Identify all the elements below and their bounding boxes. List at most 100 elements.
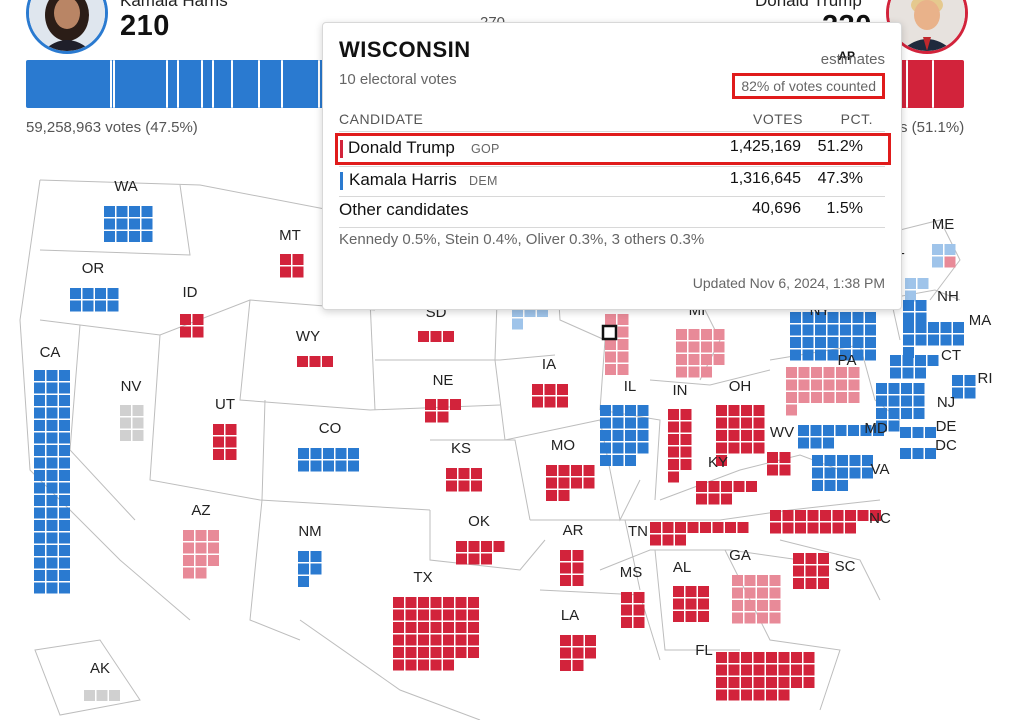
state-blocks-fl[interactable] — [716, 652, 815, 701]
state-label-ms[interactable]: MS — [619, 564, 643, 581]
state-border — [239, 299, 501, 411]
state-label-pa[interactable]: PA — [837, 352, 857, 369]
ev-block — [676, 354, 687, 365]
state-blocks-mo[interactable] — [546, 465, 595, 501]
state-blocks-id[interactable] — [180, 314, 204, 338]
state-blocks-sd[interactable] — [418, 331, 454, 342]
state-label-or[interactable]: OR — [81, 260, 105, 277]
state-label-nh[interactable]: NH — [937, 288, 959, 305]
state-blocks-wv[interactable] — [767, 452, 791, 476]
state-blocks-tn[interactable] — [650, 522, 749, 546]
state-blocks-de[interactable] — [900, 427, 936, 438]
state-label-il[interactable]: IL — [623, 378, 637, 395]
state-label-id[interactable]: ID — [182, 284, 198, 301]
state-blocks-mt[interactable] — [280, 254, 304, 278]
state-label-me[interactable]: ME — [931, 216, 955, 233]
state-label-nc[interactable]: NC — [869, 510, 891, 527]
state-label-ga[interactable]: GA — [729, 547, 751, 564]
ev-block — [183, 542, 194, 554]
state-label-de[interactable]: DE — [935, 418, 957, 435]
state-blocks-ct[interactable] — [890, 355, 939, 379]
state-blocks-pa[interactable] — [786, 367, 860, 416]
state-blocks-ky[interactable] — [696, 481, 757, 505]
state-blocks-ar[interactable] — [560, 550, 584, 586]
state-label-mt[interactable]: MT — [279, 227, 301, 244]
state-blocks-in[interactable] — [668, 409, 692, 483]
state-blocks-ok[interactable] — [456, 541, 505, 565]
state-blocks-ga[interactable] — [732, 575, 781, 624]
state-blocks-la[interactable] — [560, 635, 596, 671]
state-blocks-ks[interactable] — [446, 468, 482, 492]
state-blocks-or[interactable] — [70, 288, 119, 312]
state-label-sc[interactable]: SC — [834, 558, 856, 575]
state-label-wv[interactable]: WV — [769, 424, 795, 441]
state-blocks-nc[interactable] — [770, 510, 881, 534]
state-blocks-il[interactable] — [600, 405, 649, 466]
candidate-row-others[interactable]: Other candidates 40,696 1.5% — [335, 195, 891, 227]
state-label-fl[interactable]: FL — [695, 642, 713, 659]
state-blocks-nh[interactable] — [903, 300, 927, 324]
state-label-la[interactable]: LA — [560, 607, 580, 624]
state-label-nj[interactable]: NJ — [936, 394, 956, 411]
state-label-dc[interactable]: DC — [935, 437, 957, 454]
state-blocks-sc[interactable] — [793, 553, 829, 589]
state-label-ma[interactable]: MA — [968, 312, 992, 329]
state-blocks-md[interactable] — [798, 425, 884, 449]
state-blocks-va[interactable] — [812, 455, 873, 491]
state-blocks-nm[interactable] — [298, 551, 322, 587]
state-blocks-vt[interactable] — [905, 278, 929, 302]
state-blocks-co[interactable] — [298, 448, 359, 472]
state-label-md[interactable]: MD — [864, 420, 888, 437]
state-label-oh[interactable]: OH — [728, 378, 752, 395]
state-blocks-tx[interactable] — [393, 597, 479, 671]
state-blocks-az[interactable] — [183, 530, 219, 579]
state-label-ia[interactable]: IA — [541, 356, 557, 373]
state-label-ak[interactable]: AK — [89, 660, 111, 677]
state-label-wy[interactable]: WY — [295, 328, 321, 345]
ev-block — [860, 425, 872, 436]
state-blocks-ny[interactable] — [790, 312, 876, 361]
state-blocks-ne[interactable] — [425, 399, 461, 423]
state-label-ca[interactable]: CA — [39, 344, 61, 361]
state-blocks-ms[interactable] — [621, 592, 645, 628]
state-blocks-al[interactable] — [673, 586, 709, 622]
state-label-wa[interactable]: WA — [114, 178, 138, 195]
state-blocks-ut[interactable] — [213, 424, 237, 460]
state-label-az[interactable]: AZ — [191, 502, 211, 519]
state-label-al[interactable]: AL — [672, 559, 692, 576]
state-blocks-me[interactable] — [932, 244, 956, 268]
state-blocks-wa[interactable] — [104, 206, 153, 242]
state-label-ri[interactable]: RI — [977, 370, 993, 387]
state-blocks-ma[interactable] — [903, 322, 964, 358]
state-blocks-wy[interactable] — [297, 356, 333, 367]
candidate-row-harris[interactable]: Kamala Harris DEM 1,316,645 47.3% — [335, 165, 891, 197]
state-label-ky[interactable]: KY — [707, 454, 729, 471]
ev-block — [617, 339, 629, 350]
state-label-ct[interactable]: CT — [941, 347, 961, 364]
state-label-nm[interactable]: NM — [298, 523, 322, 540]
candidate-row-trump[interactable]: Donald Trump GOP 1,425,169 51.2% — [335, 133, 891, 165]
state-label-ok[interactable]: OK — [468, 513, 490, 530]
state-label-ne[interactable]: NE — [432, 372, 454, 389]
state-label-va[interactable]: VA — [870, 461, 890, 478]
state-label-mo[interactable]: MO — [550, 437, 576, 454]
state-label-in[interactable]: IN — [672, 382, 688, 399]
state-blocks-oh[interactable] — [716, 405, 765, 466]
state-label-co[interactable]: CO — [318, 420, 342, 437]
state-label-ks[interactable]: KS — [450, 440, 472, 457]
state-blocks-ak[interactable] — [84, 690, 120, 701]
state-blocks-ia[interactable] — [532, 384, 568, 408]
state-label-ar[interactable]: AR — [562, 522, 584, 539]
state-blocks-dc[interactable] — [900, 448, 936, 459]
state-blocks-nv[interactable] — [120, 405, 144, 441]
state-label-ut[interactable]: UT — [215, 396, 235, 413]
state-label-tx[interactable]: TX — [413, 569, 433, 586]
state-blocks-ri[interactable] — [952, 375, 976, 399]
state-blocks-mi[interactable] — [676, 329, 725, 378]
state-label-tn[interactable]: TN — [628, 523, 648, 540]
state-blocks-wi[interactable] — [605, 314, 629, 375]
ev-block — [605, 339, 616, 350]
ev-block — [348, 460, 359, 472]
state-label-nv[interactable]: NV — [120, 378, 142, 395]
state-blocks-ca[interactable] — [34, 370, 70, 594]
